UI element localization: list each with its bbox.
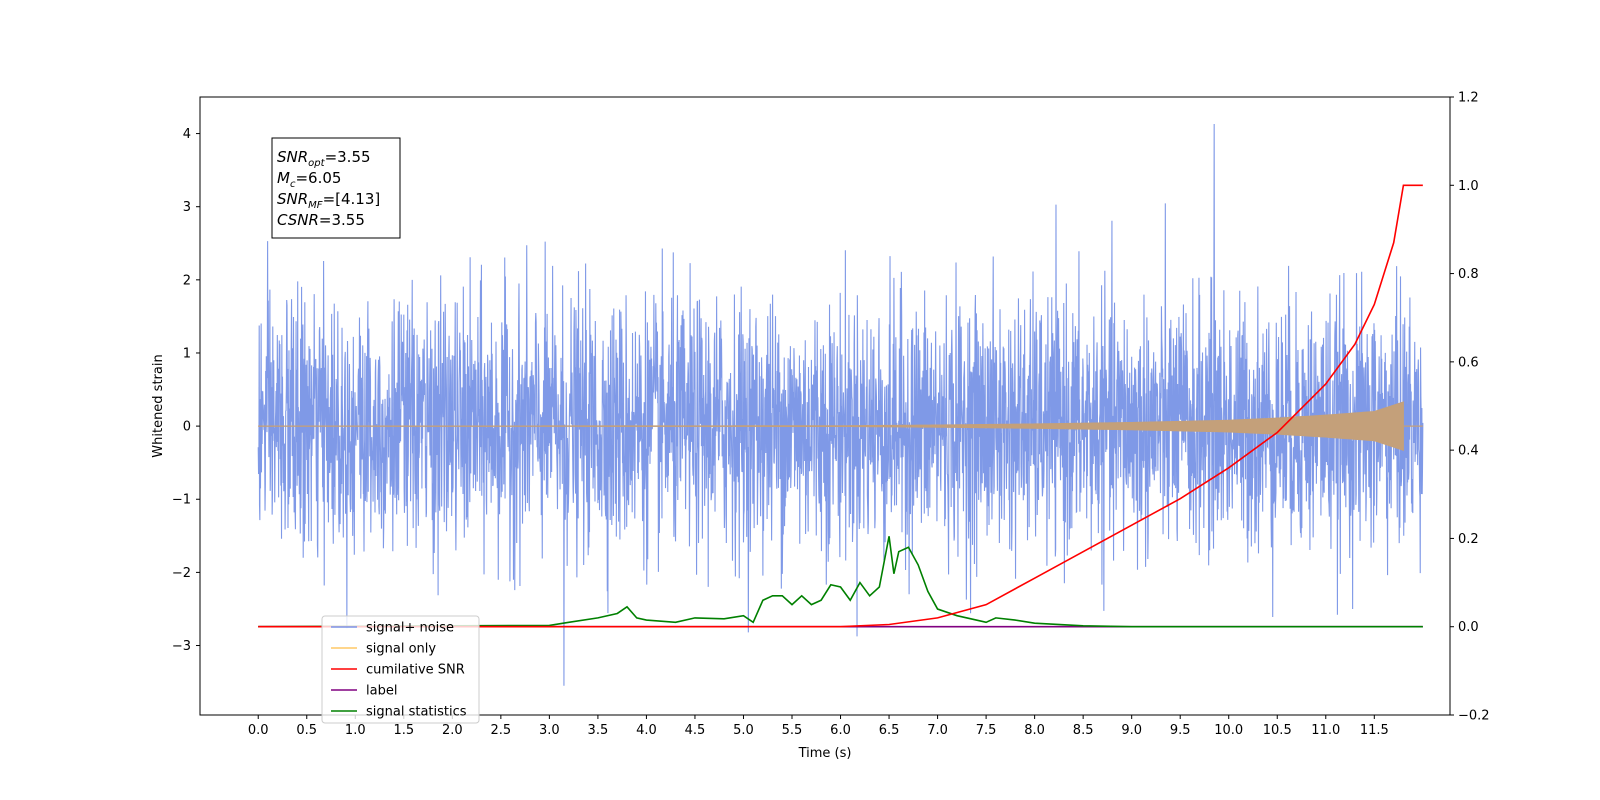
annotation-subscript: c <box>290 179 296 190</box>
x-tick-label: 9.0 <box>1121 723 1142 738</box>
series-signal-statistics-line <box>258 536 1423 628</box>
x-axis: 0.0 0.5 1.0 1.5 2.0 2.5 3.0 3.5 4.0 4.5 5.0 5.5 6.0 6… <box>248 715 1389 738</box>
y-left-tick-label: −2 <box>172 566 191 581</box>
legend: signal+ noise signal only cumilative SNR la… <box>321 615 480 724</box>
y-left-tick-label: 4 <box>183 127 191 142</box>
x-tick-label: 3.5 <box>588 723 609 738</box>
annotation-value: =[4.13] <box>323 190 381 208</box>
legend-entry-label: signal+ noise <box>366 621 454 636</box>
axes-frame <box>199 96 1451 716</box>
x-tick-label: 0.0 <box>248 723 269 738</box>
y-left-tick-label: −3 <box>172 639 191 654</box>
annotation-subscript: MF <box>308 200 323 211</box>
annotation-base: SNR <box>277 148 308 166</box>
legend-entry-label: signal statistics <box>366 705 467 720</box>
y-right-tick-label: 0.8 <box>1458 267 1479 282</box>
y-right-tick-label: 0.6 <box>1458 355 1479 370</box>
x-tick-label: 8.5 <box>1073 723 1094 738</box>
x-tick-label: 5.5 <box>782 723 803 738</box>
annotation-line: CSNR=3.55 <box>277 211 365 229</box>
x-tick-label: 4.5 <box>685 723 706 738</box>
y-left-tick-label: 1 <box>183 346 191 361</box>
annotation-line: SNRopt=3.55 <box>277 148 371 169</box>
x-tick-label: 3.0 <box>539 723 560 738</box>
x-tick-label: 0.5 <box>296 723 317 738</box>
series-signal-plus-noise-line <box>257 124 1424 686</box>
y-left-tick-label: 3 <box>183 200 191 215</box>
x-tick-label: 6.0 <box>830 723 851 738</box>
x-tick-label: 1.0 <box>345 723 366 738</box>
y-right-tick-label: 0.2 <box>1458 532 1479 547</box>
x-tick-label: 10.0 <box>1214 723 1243 738</box>
legend-entry-label: label <box>366 684 397 699</box>
y-right-tick-label: −0.2 <box>1458 709 1490 724</box>
y-axis-right: −0.2 0.0 0.2 0.4 0.6 0.8 1.0 1.2 <box>1450 91 1490 724</box>
x-tick-label: 11.5 <box>1360 723 1389 738</box>
annotation-base: M <box>277 169 290 187</box>
legend-frame <box>321 615 480 724</box>
x-axis-label: Time (s) <box>798 746 852 761</box>
annotation-line: Mc=6.05 <box>277 169 341 190</box>
series-cumulative-snr-line <box>258 184 1423 628</box>
y-right-tick-label: 1.2 <box>1458 91 1479 106</box>
annotation-base: SNR <box>277 190 308 208</box>
y-right-tick-label: 1.0 <box>1458 179 1479 194</box>
x-tick-label: 8.0 <box>1024 723 1045 738</box>
y-right-tick-label: 0.0 <box>1458 620 1479 635</box>
y-left-tick-label: −1 <box>172 493 191 508</box>
x-tick-label: 4.0 <box>636 723 657 738</box>
x-tick-label: 11.0 <box>1311 723 1340 738</box>
legend-entry-label: signal only <box>366 642 436 657</box>
annotation-frame <box>271 137 401 239</box>
x-tick-label: 7.5 <box>976 723 997 738</box>
x-tick-label: 1.5 <box>393 723 414 738</box>
x-tick-label: 6.5 <box>879 723 900 738</box>
y-axis-label: Whitened strain <box>151 354 166 457</box>
y-left-tick-label: 2 <box>183 273 191 288</box>
annotation-line: SNRMF=[4.13] <box>277 190 380 211</box>
y-axis-left: −3 −2 −1 0 1 2 3 4 <box>172 127 200 654</box>
x-tick-label: 9.5 <box>1170 723 1191 738</box>
x-tick-label: 2.5 <box>491 723 512 738</box>
y-left-tick-label: 0 <box>183 420 191 435</box>
legend-entry-label: cumilative SNR <box>366 663 465 678</box>
annotation-value: =3.55 <box>319 211 365 229</box>
annotation-value: =3.55 <box>325 148 371 166</box>
x-tick-label: 7.0 <box>927 723 948 738</box>
x-tick-label: 10.5 <box>1263 723 1292 738</box>
y-right-tick-label: 0.4 <box>1458 444 1479 459</box>
annotation-subscript: opt <box>308 158 325 169</box>
plot-area <box>257 124 1424 686</box>
annotation-base: CSNR <box>277 211 319 229</box>
x-tick-label: 2.0 <box>442 723 463 738</box>
x-tick-label: 5.0 <box>733 723 754 738</box>
annotation-value: =6.05 <box>295 169 341 187</box>
